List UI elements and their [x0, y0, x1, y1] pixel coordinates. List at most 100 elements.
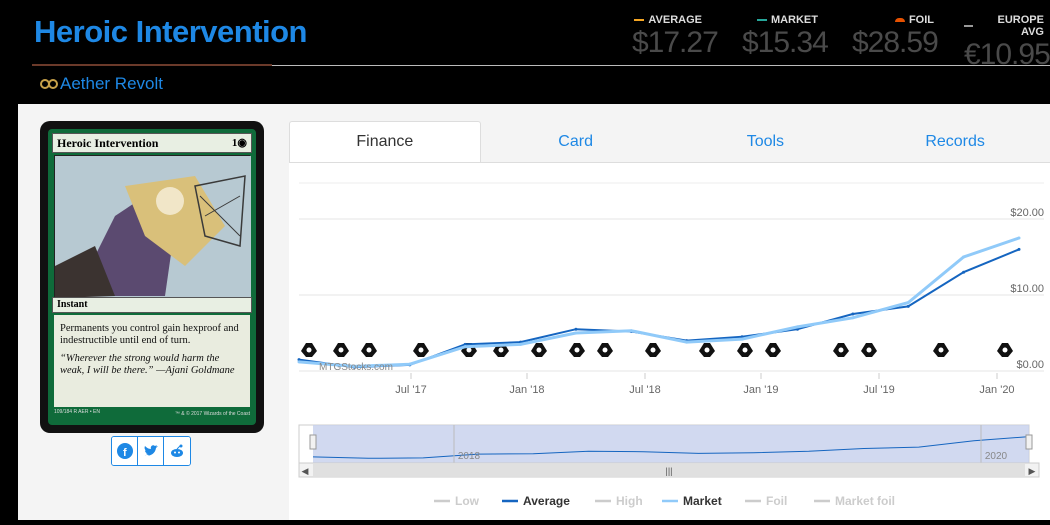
y-tick-label: $0.00: [1016, 359, 1044, 371]
reddit-icon: [171, 444, 183, 457]
set-symbol-icon[interactable]: [699, 343, 715, 357]
tab-records[interactable]: Records: [925, 132, 985, 150]
set-symbol-icon[interactable]: [833, 343, 849, 357]
set-symbol-icon[interactable]: [531, 343, 547, 357]
scrollbar-thumb[interactable]: [313, 464, 1025, 476]
average-dash-icon: [634, 19, 645, 21]
price-value: $15.34: [742, 26, 829, 59]
header: Heroic Intervention Aether Revolt AVERAG…: [0, 0, 1050, 104]
tab-card[interactable]: Card: [558, 132, 593, 150]
series-line-market: [298, 236, 1020, 368]
legend-item-low[interactable]: Low: [434, 494, 480, 508]
set-symbol-icon[interactable]: [333, 343, 349, 357]
price-chart[interactable]: $20.00 $10.00 $0.00 Jul '17 Jan '18 Jul '18 J…: [289, 163, 1050, 520]
mana-cost: 1◉: [231, 137, 247, 149]
header-divider: [272, 65, 1050, 66]
scroll-right-icon[interactable]: ▶: [1029, 466, 1036, 476]
data-point: [962, 255, 966, 259]
set-release-markers: [301, 343, 1013, 357]
navigator-handle[interactable]: [1025, 434, 1033, 450]
data-point: [962, 270, 966, 274]
set-symbol-icon[interactable]: [301, 343, 317, 357]
legend-label: Low: [455, 494, 480, 508]
y-axis: $20.00 $10.00 $0.00: [1010, 207, 1044, 371]
chart-series: [297, 236, 1021, 369]
reddit-share-button[interactable]: [164, 437, 190, 465]
rules-text: Permanents you control gain hexproof and…: [60, 323, 239, 347]
set-symbol-icon[interactable]: [997, 343, 1013, 357]
legend-item-average[interactable]: Average: [502, 494, 570, 508]
set-symbol-icon[interactable]: [933, 343, 949, 357]
price-market: MARKET $15.34: [742, 14, 829, 60]
card-name-bar: Heroic Intervention 1◉: [52, 133, 252, 153]
price-foil: FOIL $28.59: [852, 14, 939, 60]
data-point: [851, 316, 855, 320]
data-point: [740, 337, 744, 341]
navigator-tick-label: 2020: [985, 451, 1008, 462]
set-symbol-icon[interactable]: [861, 343, 877, 357]
card-image[interactable]: Heroic Intervention 1◉ Instant Permanent…: [40, 121, 264, 433]
x-tick-label: Jul '17: [395, 384, 426, 396]
data-point: [795, 325, 799, 329]
navigator-handle[interactable]: [309, 434, 317, 450]
navigator-series: [312, 436, 1030, 459]
tab-tools[interactable]: Tools: [746, 132, 785, 150]
data-point: [629, 329, 633, 333]
set-symbol-icon[interactable]: [413, 343, 429, 357]
legend-label: Market: [683, 494, 722, 508]
legend-item-high[interactable]: High: [595, 494, 643, 508]
chart-watermark: MTGStocks.com: [319, 362, 393, 373]
navigator-selection[interactable]: [313, 425, 1029, 463]
set-symbol-icon[interactable]: [597, 343, 613, 357]
legend-label: Foil: [766, 494, 787, 508]
legend-item-foil[interactable]: Foil: [745, 494, 787, 508]
y-tick-label: $20.00: [1010, 207, 1044, 219]
price-europe: EUROPE AVG €10.95: [964, 14, 1050, 72]
main-content: Heroic Intervention 1◉ Instant Permanent…: [18, 104, 1050, 520]
copyright: ™ & © 2017 Wizards of the Coast: [174, 411, 250, 417]
data-point: [1017, 236, 1021, 240]
data-point: [574, 331, 578, 335]
price-label: FOIL: [908, 14, 934, 26]
chart-legend: Low Average High Market Foil Market foil: [434, 494, 895, 508]
legend-item-market-foil[interactable]: Market foil: [814, 494, 895, 508]
flavor-text: “Wherever the strong would harm the weak…: [60, 353, 235, 377]
tab-bar: Finance Card Tools Records: [289, 121, 1050, 163]
market-dash-icon: [756, 19, 767, 21]
price-value: €10.95: [964, 38, 1050, 71]
set-symbol-icon: [40, 79, 58, 89]
set-symbol-icon[interactable]: [645, 343, 661, 357]
facebook-share-button[interactable]: f: [112, 437, 138, 465]
price-label: EUROPE AVG: [997, 14, 1044, 38]
set-symbol-icon[interactable]: [737, 343, 753, 357]
data-point: [463, 345, 467, 349]
twitter-share-button[interactable]: [138, 437, 164, 465]
legend-label: High: [616, 494, 643, 508]
data-point: [851, 312, 855, 316]
card-name-text: Heroic Intervention: [57, 136, 159, 150]
data-point: [685, 340, 689, 344]
card-art: [54, 155, 251, 298]
set-symbol-icon[interactable]: [569, 343, 585, 357]
collector-info: 109/184 R AER • EN: [54, 409, 100, 415]
legend-item-market[interactable]: Market: [662, 494, 722, 508]
chart-navigator[interactable]: 2018 2020 ◀ ▶ |||: [298, 424, 1040, 478]
set-name: Aether Revolt: [60, 74, 163, 93]
price-label: AVERAGE: [648, 14, 702, 26]
x-axis: Jul '17 Jan '18 Jul '18 Jan '19 Jul '19 Jan '…: [395, 373, 1015, 396]
facebook-icon: f: [116, 443, 133, 459]
data-point: [408, 362, 412, 366]
svg-text:f: f: [123, 447, 127, 459]
price-value: $17.27: [632, 26, 719, 59]
legend-label: Average: [523, 494, 570, 508]
card-type-line: Instant: [52, 297, 252, 313]
twitter-icon: [143, 445, 158, 456]
set-link[interactable]: Aether Revolt: [40, 74, 163, 94]
chart-grid: [299, 182, 1044, 372]
tab-finance[interactable]: Finance: [289, 121, 481, 162]
scroll-left-icon[interactable]: ◀: [302, 466, 309, 476]
x-tick-label: Jan '20: [979, 384, 1014, 396]
set-symbol-icon[interactable]: [361, 343, 377, 357]
set-symbol-icon[interactable]: [765, 343, 781, 357]
europe-dash-icon: [964, 25, 974, 27]
